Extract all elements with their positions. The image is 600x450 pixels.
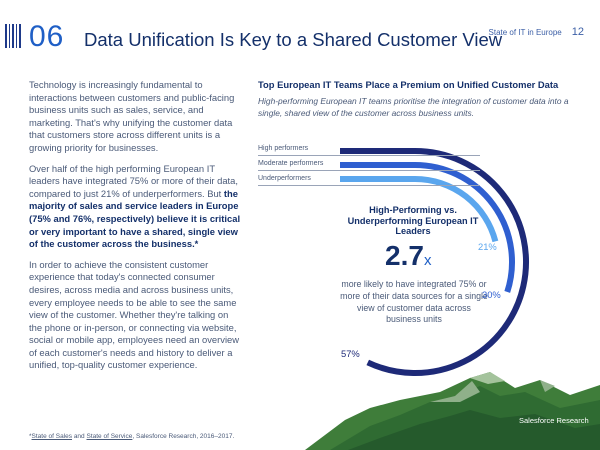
radial-bar-chart — [340, 148, 529, 376]
legend-under: Underperformers — [258, 175, 311, 182]
multiplier-suffix: x — [423, 252, 432, 269]
arc-moderate-performers — [414, 162, 515, 293]
label-underperformers: 21% — [478, 241, 497, 252]
multiplier-value: 2.7 — [385, 240, 424, 271]
center-text: more likely to have integrated 75% or mo… — [340, 279, 488, 325]
arc-high-performers — [366, 148, 529, 376]
report-name: State of IT in Europe — [488, 28, 562, 37]
state-of-sales-link[interactable]: State of Sales — [31, 433, 73, 440]
arc-underperformers — [414, 176, 499, 243]
multiplier: 2.7x — [385, 240, 431, 272]
paragraph-1: Technology is increasingly fundamental t… — [29, 79, 235, 153]
highlighted-text: the majority of sales and service leader… — [29, 187, 241, 250]
label-high: 57% — [341, 348, 360, 359]
brand-stripes-icon — [5, 24, 21, 48]
chart-subtitle: High-performing European IT teams priori… — [258, 96, 569, 118]
center-title: High-Performing vs. Underperforming Euro… — [347, 205, 479, 237]
chart-title: Top European IT Teams Place a Premium on… — [258, 79, 559, 90]
section-number: 06 — [29, 20, 65, 53]
legend-under-line — [258, 185, 480, 186]
paragraph-2: Over half of the high performing Europea… — [29, 162, 241, 250]
paragraph-3: In order to achieve the consistent custo… — [29, 258, 240, 371]
mountain-illustration — [305, 372, 600, 450]
body-text: Technology is increasingly fundamental t… — [29, 79, 241, 380]
page-title: Data Unification Is Key to a Shared Cust… — [84, 29, 503, 50]
legend-moderate-line — [258, 170, 480, 171]
legend-moderate: Moderate performers — [258, 160, 324, 167]
legend-high: High performers — [258, 145, 309, 152]
state-of-service-link[interactable]: State of Service — [86, 433, 133, 440]
legend-high-line — [258, 155, 480, 156]
label-moderate: 30% — [482, 289, 501, 300]
page-number: 12 — [571, 26, 584, 38]
footnote: *State of Sales and State of Service, Sa… — [29, 433, 235, 440]
credit-text: Salesforce Research — [519, 416, 589, 425]
report-header: State of IT in Europe 12 — [489, 26, 584, 38]
